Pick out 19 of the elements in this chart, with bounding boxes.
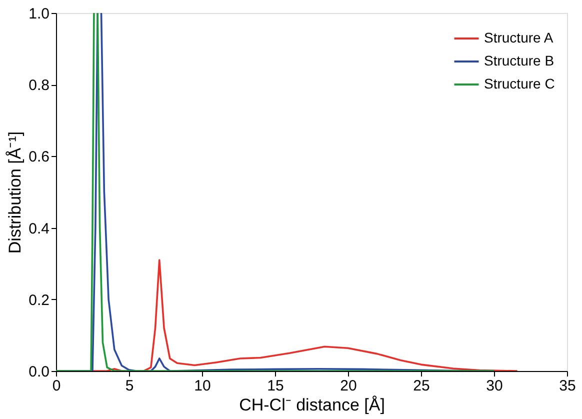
x-axis-title: CH-Cl⁻ distance [Å] <box>239 396 385 414</box>
x-tick-label: 0 <box>52 378 61 394</box>
x-tick-label: 35 <box>559 378 576 394</box>
legend-label: Structure B <box>484 52 554 68</box>
x-tick-label: 25 <box>413 378 430 394</box>
y-axis-title: Distribution [Å⁻¹] <box>6 131 25 254</box>
x-tick-label: 5 <box>125 378 134 394</box>
y-tick-label: 0.8 <box>28 77 50 94</box>
x-tick-label: 20 <box>340 378 357 394</box>
legend-label: Structure C <box>484 76 555 92</box>
y-tick-label: 0.2 <box>28 292 50 309</box>
x-tick-label: 10 <box>194 378 211 394</box>
y-tick-label: 0.0 <box>28 364 50 380</box>
y-tick-label: 0.4 <box>28 220 50 238</box>
y-tick-label: 0.6 <box>28 148 50 166</box>
x-tick-label: 15 <box>267 378 284 394</box>
legend-label: Structure A <box>484 30 554 46</box>
x-tick-label: 30 <box>486 378 503 394</box>
y-tick-label: 1.0 <box>28 6 50 22</box>
